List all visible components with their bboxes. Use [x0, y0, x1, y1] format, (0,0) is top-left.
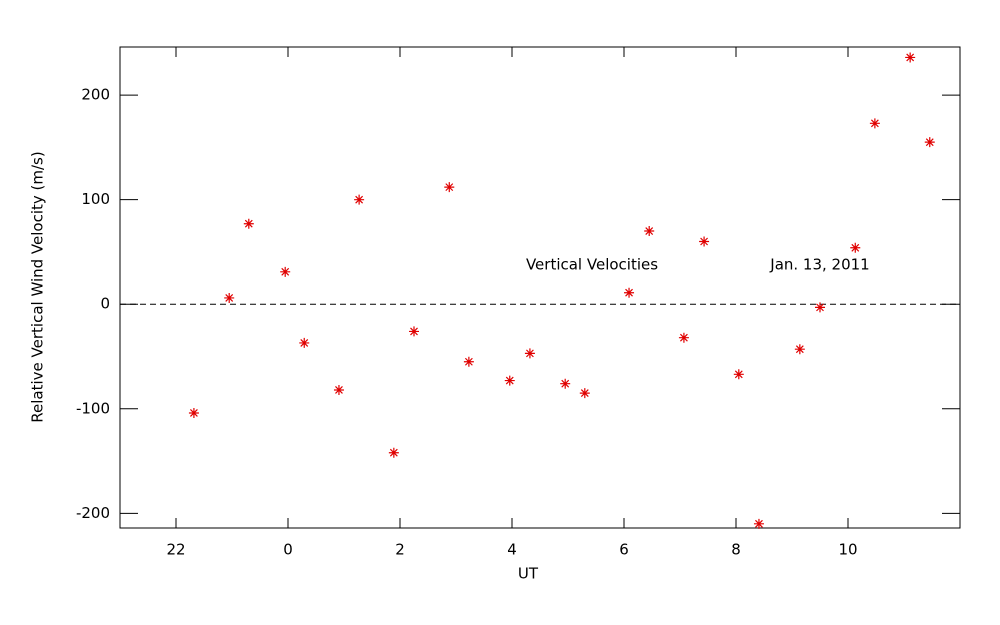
y-tick-label: 200 [81, 86, 110, 104]
point [644, 226, 655, 237]
x-tick-label: 8 [731, 541, 741, 559]
point [733, 369, 744, 380]
point [794, 344, 805, 355]
point [388, 447, 399, 458]
point [243, 218, 254, 229]
x-tick-label: 2 [395, 541, 405, 559]
point [444, 182, 455, 193]
point [299, 337, 310, 348]
point [905, 52, 916, 63]
point [869, 118, 880, 129]
point [504, 375, 515, 386]
y-tick-label: 100 [81, 190, 110, 208]
point [560, 378, 571, 389]
x-tick-label: 10 [838, 541, 857, 559]
x-tick-label: 0 [283, 541, 293, 559]
point [224, 292, 235, 303]
point [409, 326, 419, 337]
annotation: Vertical Velocities [526, 256, 658, 274]
point [753, 518, 764, 529]
point [280, 266, 291, 277]
point [678, 332, 689, 343]
point [624, 287, 635, 298]
point [579, 388, 590, 399]
x-axis-label: UT [518, 565, 539, 583]
y-tick-label: -200 [76, 504, 110, 522]
y-axis-label: Relative Vertical Wind Velocity (m/s) [29, 151, 47, 422]
point [188, 407, 199, 418]
x-tick-label: 6 [619, 541, 629, 559]
point [924, 137, 935, 148]
point [333, 384, 344, 395]
annotation: Jan. 13, 2011 [769, 256, 869, 274]
x-tick-label: 22 [166, 541, 185, 559]
plot-frame [119, 46, 961, 529]
point [354, 194, 365, 205]
point [815, 302, 825, 313]
point [463, 356, 474, 367]
y-tick-label: -100 [76, 399, 110, 417]
point [850, 242, 861, 253]
point [524, 348, 535, 359]
point [699, 236, 710, 247]
y-tick-label: 0 [100, 295, 110, 313]
x-tick-label: 4 [507, 541, 517, 559]
